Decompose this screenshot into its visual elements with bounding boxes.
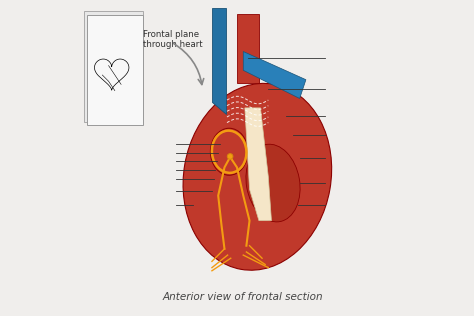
Ellipse shape: [228, 154, 233, 159]
Ellipse shape: [246, 144, 300, 222]
Text: Frontal plane
through heart: Frontal plane through heart: [143, 30, 203, 49]
Text: Anterior view of frontal section: Anterior view of frontal section: [163, 292, 324, 302]
FancyBboxPatch shape: [83, 11, 143, 122]
Ellipse shape: [210, 128, 248, 175]
Polygon shape: [212, 8, 226, 114]
FancyBboxPatch shape: [87, 15, 143, 125]
Polygon shape: [243, 52, 306, 99]
Polygon shape: [245, 108, 272, 221]
Ellipse shape: [183, 83, 332, 270]
Polygon shape: [237, 14, 259, 83]
